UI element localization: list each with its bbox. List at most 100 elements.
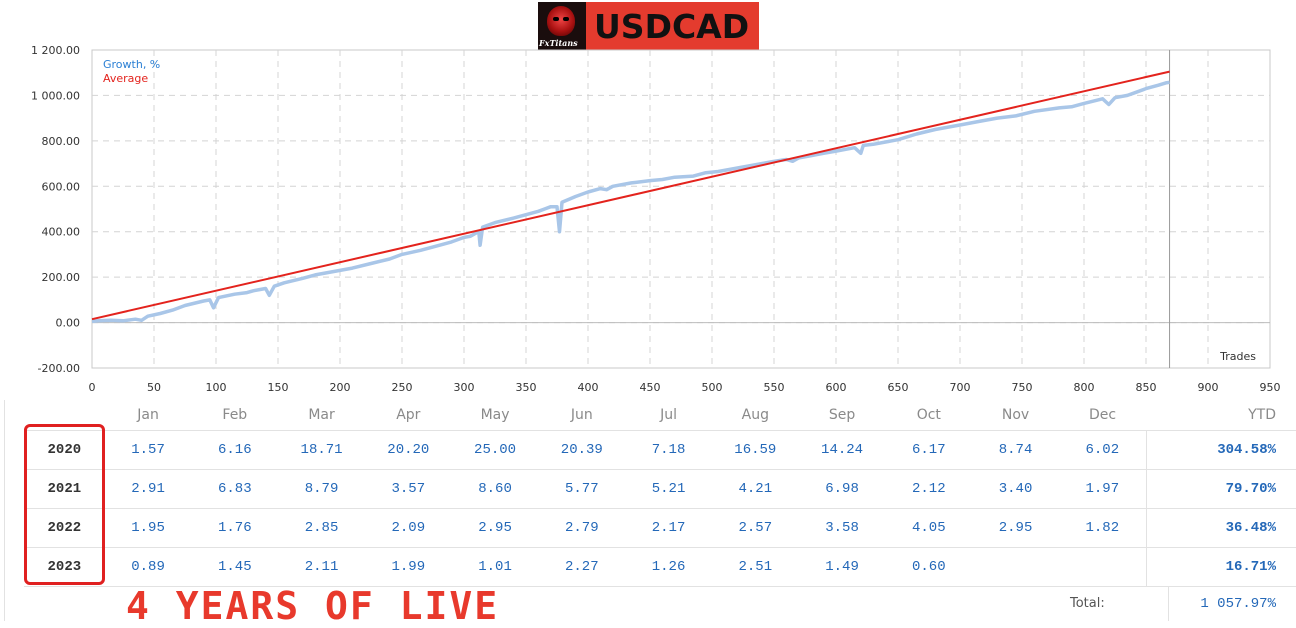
x-tick-label: 250 <box>392 381 413 394</box>
x-tick-label: 900 <box>1198 381 1219 394</box>
year-cell: 2021 <box>47 481 82 497</box>
month-value: 8.60 <box>478 481 512 497</box>
total-value: 1 057.97% <box>1168 586 1296 621</box>
month-value: 2.95 <box>478 520 512 536</box>
month-value: 2.12 <box>912 481 946 497</box>
y-tick-label: -200.00 <box>38 362 80 375</box>
table-row: 2020 1.57 6.16 18.71 20.20 25.00 20.39 7… <box>24 430 1296 470</box>
skull-icon <box>547 6 575 36</box>
month-value: 2.91 <box>131 481 165 497</box>
month-value: 4.21 <box>738 481 773 497</box>
month-value: 1.76 <box>218 520 252 536</box>
y-tick-label: 800.00 <box>42 135 81 148</box>
month-value: 1.45 <box>218 559 252 575</box>
table-row: 2021 2.91 6.83 8.79 3.57 8.60 5.77 5.21 … <box>24 469 1296 509</box>
x-tick-label: 200 <box>330 381 351 394</box>
ytd-value: 36.48% <box>1145 508 1296 548</box>
growth-line <box>91 80 1170 324</box>
legend-item: Growth, % <box>103 58 160 71</box>
x-tick-label: 850 <box>1136 381 1157 394</box>
plot-area <box>91 49 1271 369</box>
month-value: 2.11 <box>304 559 339 575</box>
month-value: 5.21 <box>651 481 686 497</box>
month-header-dec: Dec <box>1089 407 1117 423</box>
month-value: 1.97 <box>1085 481 1120 497</box>
month-value: 3.40 <box>998 481 1033 497</box>
month-value: 25.00 <box>474 442 517 458</box>
table-row: 2022 1.95 1.76 2.85 2.09 2.95 2.79 2.17 … <box>24 508 1296 548</box>
x-tick-label: 700 <box>950 381 971 394</box>
month-value: 2.85 <box>304 520 339 536</box>
x-tick-label: 100 <box>206 381 227 394</box>
x-tick-label: 500 <box>702 381 723 394</box>
month-value: 3.58 <box>825 520 859 536</box>
month-value: 2.09 <box>391 520 426 536</box>
month-value: 1.26 <box>651 559 686 575</box>
x-tick-label: 400 <box>578 381 599 394</box>
year-cell: 2023 <box>47 559 82 575</box>
logo-eye-left <box>553 17 559 21</box>
y-tick-label: 1 000.00 <box>31 89 80 102</box>
monthly-returns-table: Jan Feb Mar Apr May Jun Jul Aug Sep Oct … <box>24 400 1296 587</box>
month-value: 2.95 <box>998 520 1033 536</box>
x-tick-label: 550 <box>764 381 785 394</box>
month-value: 8.79 <box>304 481 339 497</box>
month-header-jun: Jun <box>570 407 593 423</box>
month-value: 5.77 <box>565 481 599 497</box>
month-value: 1.95 <box>131 520 165 536</box>
ytd-header: YTD <box>1248 407 1276 423</box>
month-value <box>972 548 1059 587</box>
month-value: 20.20 <box>387 442 430 458</box>
chart-header: FxTitans USDCAD <box>538 2 760 50</box>
month-header-oct: Oct <box>916 407 941 423</box>
month-header-jan: Jan <box>137 407 159 423</box>
month-value: 1.99 <box>391 559 426 575</box>
x-tick-label: 950 <box>1260 381 1281 394</box>
month-value <box>1059 548 1146 587</box>
month-value: 8.74 <box>998 442 1033 458</box>
y-tick-label: 600.00 <box>42 180 81 193</box>
brand-logo: FxTitans <box>538 2 586 50</box>
month-header-mar: Mar <box>308 407 335 423</box>
month-header-jul: Jul <box>660 407 678 423</box>
y-tick-label: 400.00 <box>42 226 81 239</box>
table-header-row: Jan Feb Mar Apr May Jun Jul Aug Sep Oct … <box>24 400 1296 431</box>
table-left-rule <box>4 400 5 621</box>
month-value: 18.71 <box>300 442 343 458</box>
ytd-value: 79.70% <box>1145 469 1296 509</box>
live-caption: 4 YEARS OF LIVE <box>126 584 500 628</box>
x-tick-label: 450 <box>640 381 661 394</box>
month-value: 3.57 <box>391 481 426 497</box>
y-tick-label: 200.00 <box>42 271 81 284</box>
growth-chart: 1 200.00 1 000.00 800.00 600.00 400.00 200.00… <box>31 44 1281 394</box>
month-header-feb: Feb <box>222 407 248 423</box>
month-value: 6.17 <box>912 442 946 458</box>
month-value: 1.82 <box>1085 520 1120 536</box>
x-axis-label: Trades <box>1219 350 1256 363</box>
month-value: 4.05 <box>912 520 946 536</box>
month-value: 2.51 <box>738 559 773 575</box>
month-value: 14.24 <box>821 442 864 458</box>
month-value: 1.57 <box>131 442 165 458</box>
y-tick-label: 0.00 <box>56 317 81 330</box>
x-tick-label: 800 <box>1074 381 1095 394</box>
month-value: 6.98 <box>825 481 859 497</box>
x-tick-label: 350 <box>516 381 537 394</box>
year-cell: 2022 <box>47 520 82 536</box>
ytd-value: 304.58% <box>1145 430 1296 470</box>
month-header-nov: Nov <box>1001 407 1030 423</box>
month-value: 0.60 <box>912 559 946 575</box>
logo-text: FxTitans <box>539 38 578 48</box>
table-row: 2023 0.89 1.45 2.11 1.99 1.01 2.27 1.26 … <box>24 547 1296 587</box>
month-value: 1.01 <box>478 559 512 575</box>
logo-eye-right <box>563 17 569 21</box>
month-value: 16.59 <box>734 442 777 458</box>
y-tick-label: 1 200.00 <box>31 44 80 57</box>
x-tick-label: 300 <box>454 381 475 394</box>
month-header-apr: Apr <box>396 407 421 423</box>
month-value: 2.79 <box>565 520 599 536</box>
ytd-value: 16.71% <box>1145 547 1296 587</box>
x-tick-label: 650 <box>888 381 909 394</box>
x-tick-label: 0 <box>89 381 96 394</box>
month-value: 20.39 <box>560 442 603 458</box>
